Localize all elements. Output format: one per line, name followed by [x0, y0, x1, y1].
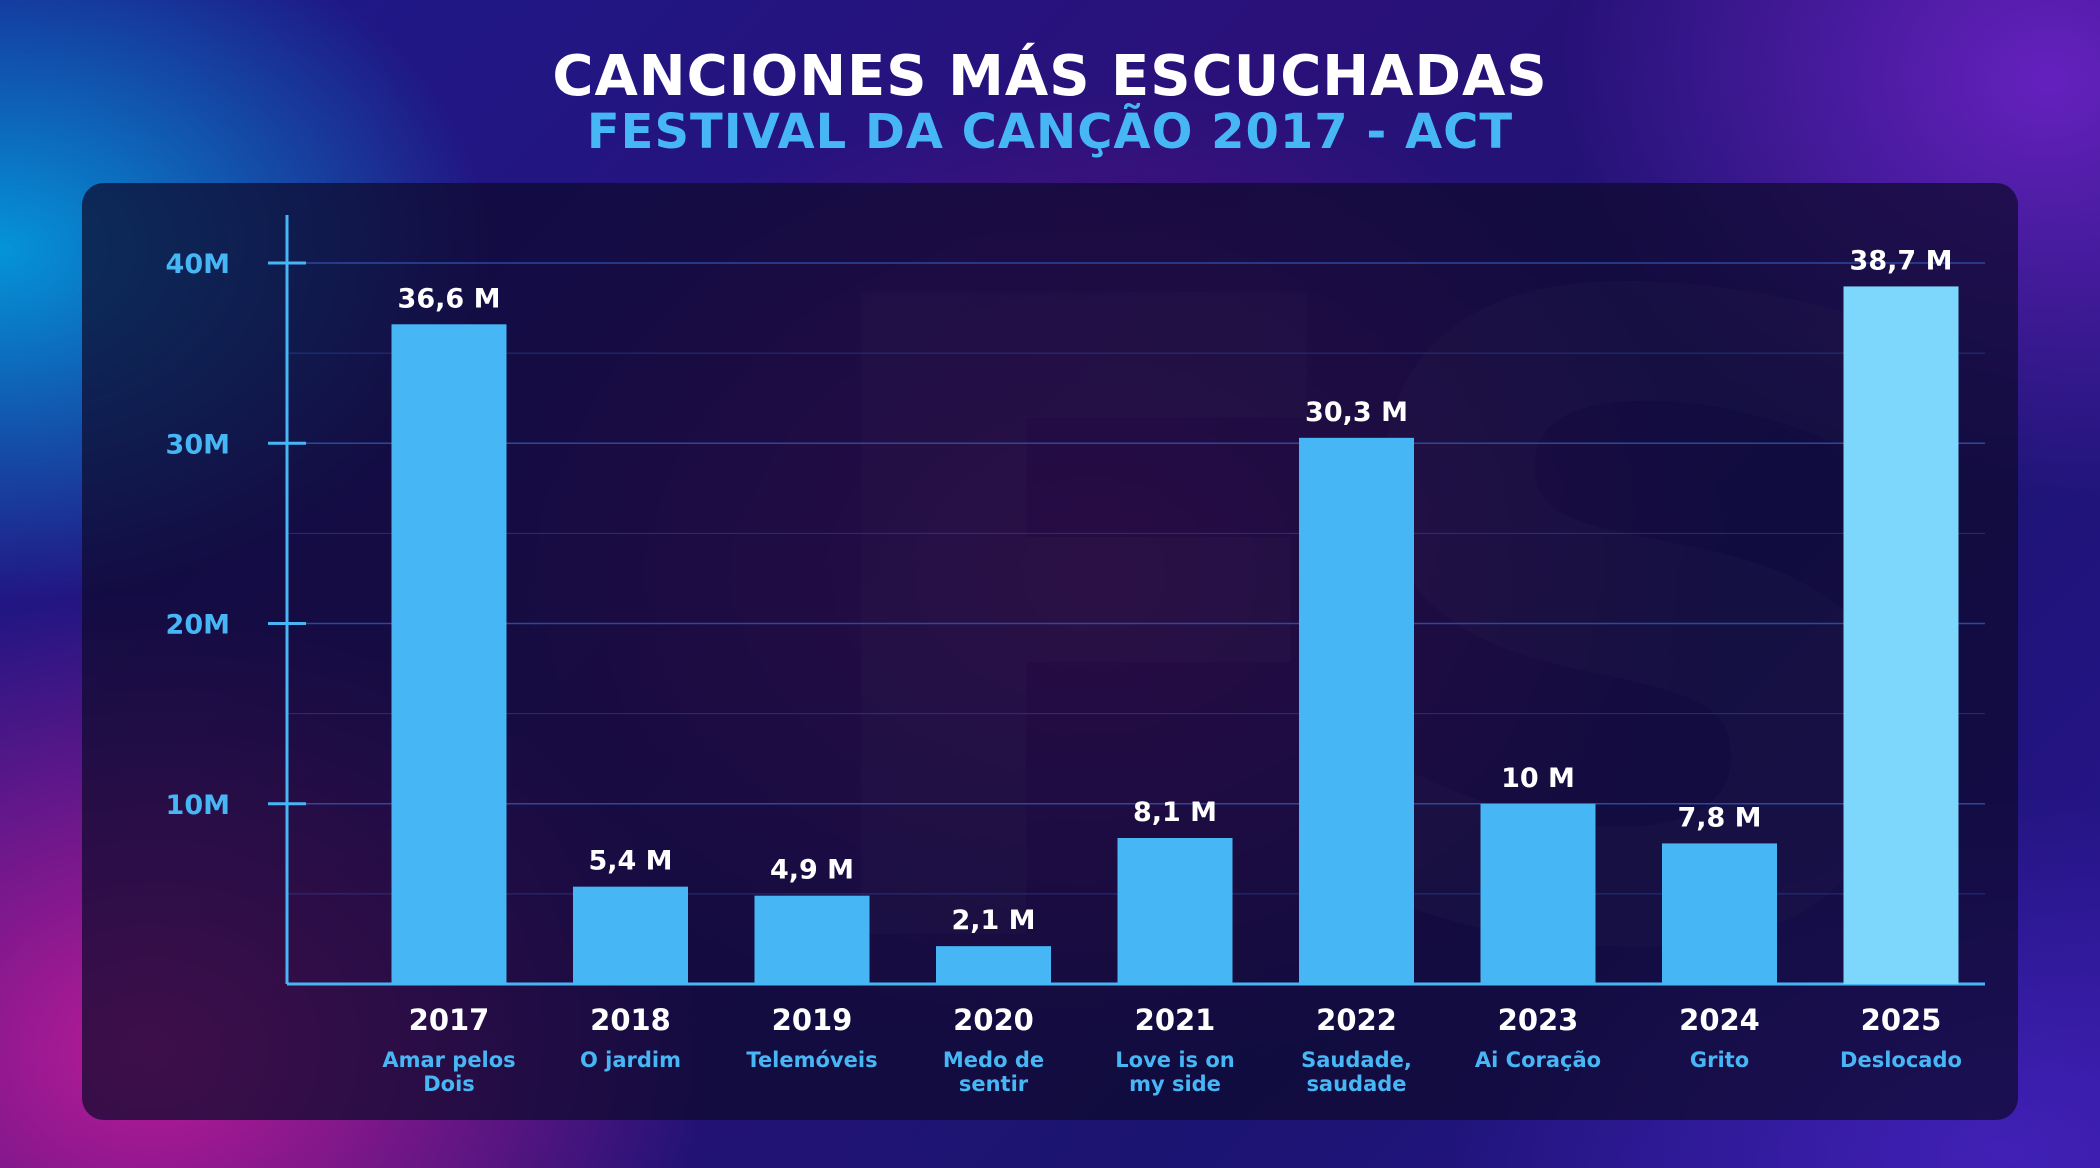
value-label: 2,1 M — [951, 905, 1035, 936]
value-label: 5,4 M — [588, 846, 672, 877]
x-tick-label: 2019 — [772, 1003, 853, 1037]
song-label: Telemóveis — [746, 1048, 877, 1072]
bar-2023 — [1480, 803, 1596, 984]
song-label: Ai Coração — [1475, 1048, 1601, 1072]
song-label: Amar pelos — [382, 1048, 515, 1072]
value-label: 36,6 M — [398, 283, 501, 314]
x-tick-label: 2023 — [1498, 1003, 1579, 1037]
bar-2025 — [1843, 286, 1959, 984]
x-tick-label: 2017 — [409, 1003, 490, 1037]
x-tick-label: 2025 — [1861, 1003, 1942, 1037]
song-label: my side — [1129, 1072, 1221, 1096]
song-label: sentir — [959, 1072, 1029, 1096]
bar-2018 — [573, 886, 688, 984]
song-label: O jardim — [580, 1048, 681, 1072]
value-label: 38,7 M — [1850, 245, 1953, 276]
y-tick-label: 20M — [166, 610, 230, 641]
chart-title: CANCIONES MÁS ESCUCHADAS — [552, 44, 1548, 109]
x-tick-label: 2022 — [1316, 1003, 1397, 1037]
y-tick-label: 30M — [166, 429, 230, 460]
song-label: Saudade, — [1301, 1048, 1412, 1072]
bar-2022 — [1299, 437, 1414, 984]
bar-2020 — [936, 946, 1051, 984]
x-tick-label: 2018 — [590, 1003, 671, 1037]
song-label: Grito — [1690, 1048, 1749, 1072]
y-tick-label: 10M — [166, 790, 230, 821]
bar-2024 — [1662, 843, 1777, 984]
bar-2021 — [1117, 837, 1233, 984]
song-label: Love is on — [1115, 1048, 1234, 1072]
value-label: 10 M — [1501, 763, 1575, 794]
x-tick-label: 2024 — [1679, 1003, 1760, 1037]
value-label: 7,8 M — [1677, 802, 1761, 833]
chart-subtitle: FESTIVAL DA CANÇÃO 2017 - ACT — [586, 104, 1514, 160]
song-label: Deslocado — [1840, 1048, 1962, 1072]
bar-2017 — [391, 324, 507, 984]
bars — [391, 286, 1959, 984]
bar-2019 — [754, 895, 870, 984]
song-label: Dois — [423, 1072, 475, 1096]
song-label: Medo de — [943, 1048, 1044, 1072]
y-tick-label: 40M — [166, 249, 230, 280]
value-label: 8,1 M — [1133, 797, 1217, 828]
value-label: 30,3 M — [1305, 397, 1408, 428]
x-tick-label: 2021 — [1135, 1003, 1216, 1037]
x-tick-label: 2020 — [953, 1003, 1034, 1037]
song-label: saudade — [1306, 1072, 1406, 1096]
value-label: 4,9 M — [770, 855, 854, 886]
